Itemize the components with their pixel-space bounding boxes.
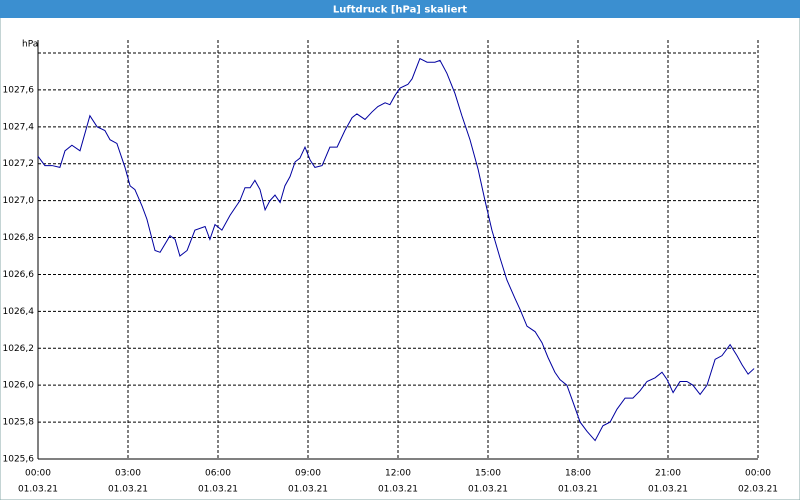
- x-tick-label: 21:00: [655, 469, 681, 479]
- line: [37, 57, 755, 442]
- y-tick-label: 1026,6: [3, 270, 35, 280]
- x-tick-label: 00:00: [25, 469, 51, 479]
- x-tick-date: 01.03.21: [558, 485, 598, 495]
- y-tick-label: 1027,0: [3, 196, 35, 206]
- y-tick-label: 1027,6: [3, 85, 35, 95]
- y-tick-label: 1025,6: [3, 455, 35, 465]
- y-tick-label: 1026,4: [3, 307, 35, 317]
- x-tick-label: 06:00: [205, 469, 231, 479]
- y-tick-label: 1026,0: [3, 381, 35, 391]
- x-tick-label: 15:00: [475, 469, 501, 479]
- x-tick-label: 12:00: [385, 469, 411, 479]
- y-tick-label: 1027,2: [3, 159, 35, 169]
- title-bar: [0, 0, 800, 18]
- x-tick-date: 01.03.21: [108, 485, 148, 495]
- x-tick-label: 18:00: [565, 469, 591, 479]
- y-tick-label: 1027,4: [3, 122, 35, 132]
- x-tick-date: 01.03.21: [18, 485, 58, 495]
- x-tick-date: 01.03.21: [288, 485, 328, 495]
- x-tick-date: 01.03.21: [378, 485, 418, 495]
- y-tick-label: 1026,2: [3, 344, 35, 354]
- x-tick-date: 01.03.21: [468, 485, 508, 495]
- x-tick-date: 01.03.21: [198, 485, 238, 495]
- y-tick-label: 1025,8: [3, 418, 35, 428]
- x-tick-date: 01.03.21: [648, 485, 688, 495]
- x-tick-label: 00:00: [745, 469, 771, 479]
- x-tick-label: 03:00: [115, 469, 141, 479]
- chart-title: Luftdruck [hPa] skaliert: [333, 5, 467, 16]
- x-tick-label: 09:00: [295, 469, 321, 479]
- y-unit: hPa: [22, 40, 38, 50]
- y-tick-label: 1026,8: [3, 233, 35, 243]
- x-tick-date: 02.03.21: [738, 485, 778, 495]
